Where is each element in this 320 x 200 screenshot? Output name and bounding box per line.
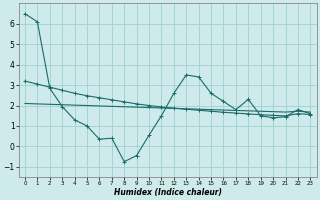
X-axis label: Humidex (Indice chaleur): Humidex (Indice chaleur): [114, 188, 222, 197]
